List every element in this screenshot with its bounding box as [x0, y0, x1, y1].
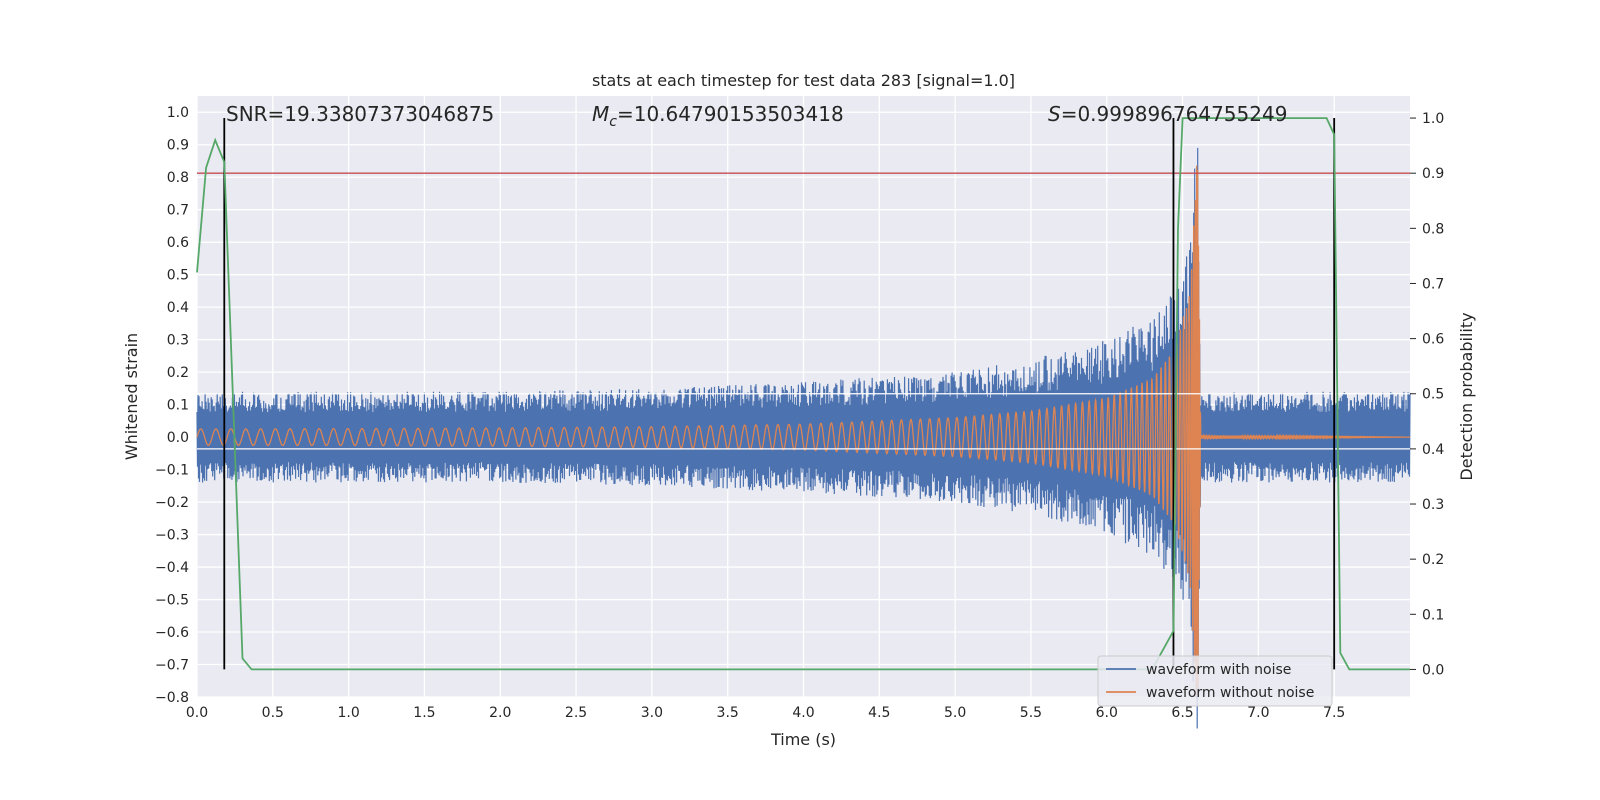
- right-tick-label: 0.7: [1422, 276, 1444, 292]
- x-tick-label: 5.0: [944, 705, 966, 721]
- x-tick-label: 6.0: [1096, 705, 1118, 721]
- x-tick-label: 1.0: [337, 705, 359, 721]
- chirp-mass-symbol: M: [592, 102, 609, 126]
- legend: waveform with noise waveform without noi…: [1097, 655, 1333, 707]
- y-tick-label: 0.2: [167, 365, 189, 381]
- right-tick-label: 0.2: [1422, 552, 1444, 568]
- y-tick-label: −0.4: [155, 560, 189, 576]
- y-tick-label: −0.5: [155, 593, 189, 609]
- x-tick-label: 1.5: [413, 705, 435, 721]
- x-tick-label: 5.5: [1020, 705, 1042, 721]
- right-axis-ticks: 1.0 0.9 0.8 0.7 0.6 0.5 0.4 0.3 0.2 0.1 0.0: [1410, 111, 1444, 678]
- y-axis-ticks: 1.0 0.9 0.8 0.7 0.6 0.5 0.4 0.3 0.2 0.1 0.0 −0.1 −0.…: [155, 105, 189, 706]
- score-value: =0.999896764755249: [1061, 102, 1288, 126]
- right-tick-label: 0.0: [1422, 662, 1444, 678]
- curves: [196, 147, 1411, 729]
- y-tick-label: 0.1: [167, 398, 189, 414]
- y-tick-label: −0.8: [155, 690, 189, 706]
- y-tick-label: 0.9: [167, 138, 189, 154]
- right-tick-label: 1.0: [1422, 111, 1444, 127]
- x-tick-label: 7.0: [1247, 705, 1269, 721]
- chirp-mass-subscript: c: [609, 114, 617, 130]
- right-tick-label: 0.3: [1422, 497, 1444, 513]
- y-tick-label: 0.6: [167, 235, 189, 251]
- right-tick-label: 0.9: [1422, 166, 1444, 182]
- snr-annotation: SNR=19.33807373046875: [226, 102, 494, 126]
- y-tick-label: −0.1: [155, 463, 189, 479]
- x-axis-ticks: 0.0 0.5 1.0 1.5 2.0 2.5 3.0 3.5 4.0 4.5 5.0 5.5 6.0 6…: [186, 705, 1345, 721]
- x-axis-label: Time (s): [770, 730, 836, 749]
- x-tick-label: 7.5: [1323, 705, 1345, 721]
- legend-label-waveform-without-noise: waveform without noise: [1146, 685, 1314, 701]
- y-tick-label: 1.0: [167, 105, 189, 121]
- x-tick-label: 0.5: [262, 705, 284, 721]
- markers: [196, 117, 1410, 671]
- chart-title: stats at each timestep for test data 283…: [592, 71, 1015, 90]
- y-tick-label: 0.7: [167, 203, 189, 219]
- series-detection-probability: [196, 117, 1410, 671]
- right-tick-label: 0.6: [1422, 332, 1444, 348]
- series-waveform-with-noise: [196, 147, 1411, 729]
- y-tick-label: −0.7: [155, 658, 189, 674]
- score-symbol: S: [1048, 102, 1061, 126]
- x-tick-label: 4.0: [792, 705, 814, 721]
- right-tick-label: 0.8: [1422, 221, 1444, 237]
- legend-label-waveform-with-noise: waveform with noise: [1146, 662, 1291, 678]
- y-tick-label: 0.5: [167, 268, 189, 284]
- legend-box: [1097, 655, 1333, 707]
- y-tick-label: −0.2: [155, 495, 189, 511]
- score-annotation: S=0.999896764755249: [1048, 102, 1287, 126]
- right-tick-label: 0.5: [1422, 387, 1444, 403]
- y-tick-label: −0.6: [155, 625, 189, 641]
- chirp-mass-value: =10.64790153503418: [617, 102, 844, 126]
- x-tick-label: 2.5: [565, 705, 587, 721]
- y-tick-label: −0.3: [155, 528, 189, 544]
- y-tick-label: 0.4: [167, 300, 189, 316]
- right-tick-label: 0.4: [1422, 442, 1444, 458]
- y-tick-label: 0.8: [167, 170, 189, 186]
- y-tick-label: 0.3: [167, 333, 189, 349]
- right-axis-label: Detection probability: [1457, 312, 1476, 480]
- chirp-mass-annotation: Mc=10.64790153503418: [592, 102, 844, 130]
- x-tick-label: 2.0: [489, 705, 511, 721]
- x-tick-label: 3.5: [717, 705, 739, 721]
- series-waveform-without-noise: [196, 165, 1410, 697]
- x-tick-label: 0.0: [186, 705, 208, 721]
- right-tick-label: 0.1: [1422, 607, 1444, 623]
- x-tick-label: 4.5: [868, 705, 890, 721]
- x-tick-label: 3.0: [641, 705, 663, 721]
- y-axis-label: Whitened strain: [122, 333, 141, 460]
- x-tick-label: 6.5: [1171, 705, 1193, 721]
- y-tick-label: 0.0: [167, 430, 189, 446]
